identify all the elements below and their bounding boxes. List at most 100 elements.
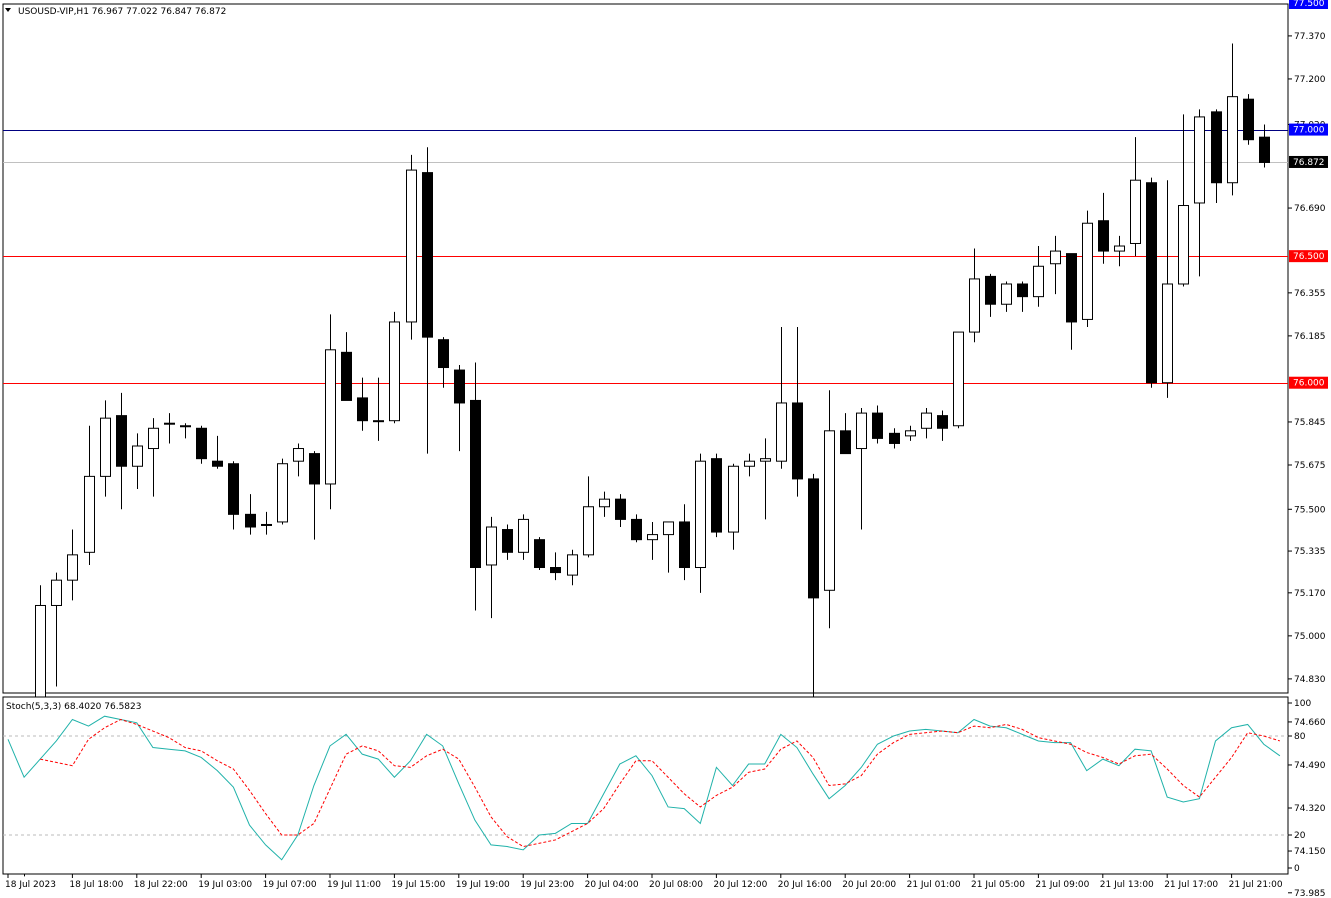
candle-body-bear	[1146, 182, 1157, 384]
candle	[438, 337, 449, 388]
time-tick-label: 18 Jul 2023	[5, 880, 56, 890]
candle	[309, 451, 320, 540]
candle	[325, 314, 336, 510]
candle	[1194, 109, 1205, 277]
price-tick-label: 76.690	[1294, 204, 1326, 214]
candle	[824, 390, 835, 629]
candle	[373, 377, 384, 441]
candle	[406, 154, 417, 340]
candle-body-bear	[1259, 136, 1270, 163]
candle	[856, 408, 867, 530]
candle-body-bull	[1033, 265, 1044, 298]
candle	[84, 425, 95, 565]
candle	[132, 433, 143, 490]
price-label: 76.872	[1293, 158, 1325, 168]
candle	[196, 425, 207, 464]
time-tick-label: 20 Jul 20:00	[842, 880, 896, 890]
candle	[1001, 281, 1012, 312]
price-tick-label: 76.185	[1294, 332, 1326, 342]
candle-body-bull	[180, 425, 191, 428]
candle	[116, 392, 127, 510]
candle	[164, 413, 175, 444]
candle	[534, 537, 545, 571]
candle-body-bull	[100, 417, 111, 477]
candle-body-bull	[744, 460, 755, 467]
candle-body-bull	[132, 445, 143, 467]
price-tick-label: 75.170	[1294, 589, 1326, 599]
candle-body-bear	[534, 539, 545, 569]
candle-body-bull	[1001, 283, 1012, 305]
candle-body-bull	[776, 402, 787, 462]
candle-body-bear	[245, 513, 256, 528]
candle-body-bear	[422, 172, 433, 338]
candle	[1211, 109, 1222, 203]
candle-body-bear	[1243, 98, 1254, 141]
price-tick-label: 77.370	[1294, 32, 1326, 42]
candle-body-bull	[373, 420, 384, 423]
candle	[969, 248, 980, 343]
candle-body-bull	[856, 412, 867, 450]
price-label-box	[1289, 155, 1328, 168]
price-label-box	[1289, 0, 1328, 9]
chart-header: USOUSD-VIP,H1 76.967 77.022 76.847 76.87…	[5, 7, 226, 17]
candle	[615, 494, 626, 528]
candle-body-bear	[615, 498, 626, 520]
candle	[1178, 114, 1189, 287]
candle	[486, 516, 497, 619]
candle	[567, 549, 578, 586]
candle	[1050, 235, 1061, 295]
candle	[1162, 180, 1173, 398]
candle	[695, 453, 706, 593]
stoch-tick-label: 100	[1294, 699, 1311, 709]
price-tick-label: 74.660	[1294, 718, 1326, 728]
price-tick-label: 75.335	[1294, 547, 1326, 557]
candle-body-bull	[695, 460, 706, 569]
candle	[776, 327, 787, 469]
time-tick-label: 21 Jul 01:00	[907, 880, 961, 890]
candle	[889, 428, 900, 449]
candle	[67, 529, 78, 601]
price-label-box	[1289, 250, 1328, 263]
time-tick-label: 19 Jul 03:00	[198, 880, 252, 890]
candle	[663, 521, 674, 573]
candle-body-bull	[1130, 179, 1141, 244]
candle	[1259, 124, 1270, 168]
time-tick-label: 18 Jul 18:00	[69, 880, 123, 890]
candle-body-bull	[647, 534, 658, 541]
candle-body-bear	[116, 415, 127, 467]
price-tick-label: 73.985	[1294, 889, 1326, 898]
candle	[518, 514, 529, 560]
candle-body-bull	[663, 521, 674, 536]
time-tick-label: 20 Jul 08:00	[649, 880, 703, 890]
candle-body-bull	[67, 554, 78, 581]
time-tick-label: 20 Jul 04:00	[585, 880, 639, 890]
candle	[228, 461, 239, 530]
candle-body-bear	[1017, 283, 1028, 298]
candle	[985, 273, 996, 317]
candle	[1146, 177, 1157, 388]
candle-body-bear	[840, 430, 851, 455]
candle-body-bear	[631, 518, 642, 541]
time-tick-label: 20 Jul 16:00	[778, 880, 832, 890]
time-tick-label: 19 Jul 07:00	[263, 880, 317, 890]
candle	[583, 476, 594, 558]
time-tick-label: 21 Jul 21:00	[1229, 880, 1283, 890]
price-tick-label: 77.200	[1294, 75, 1326, 85]
candle-body-bear	[1211, 111, 1222, 184]
candle	[1227, 43, 1238, 196]
candle	[760, 438, 771, 520]
candle-body-bear	[808, 478, 819, 599]
candle	[1066, 253, 1077, 350]
candle	[1098, 192, 1109, 264]
candle-body-bear	[550, 567, 561, 574]
candle-body-bear	[502, 529, 513, 553]
candle-body-bear	[792, 402, 803, 480]
time-tick-label: 21 Jul 13:00	[1100, 880, 1154, 890]
candle	[599, 491, 610, 517]
candle	[357, 377, 368, 431]
candle-body-bull	[824, 430, 835, 591]
triangle-down-icon[interactable]	[5, 8, 11, 12]
price-tick-label: 74.320	[1294, 804, 1326, 814]
candle-body-bear	[985, 275, 996, 305]
